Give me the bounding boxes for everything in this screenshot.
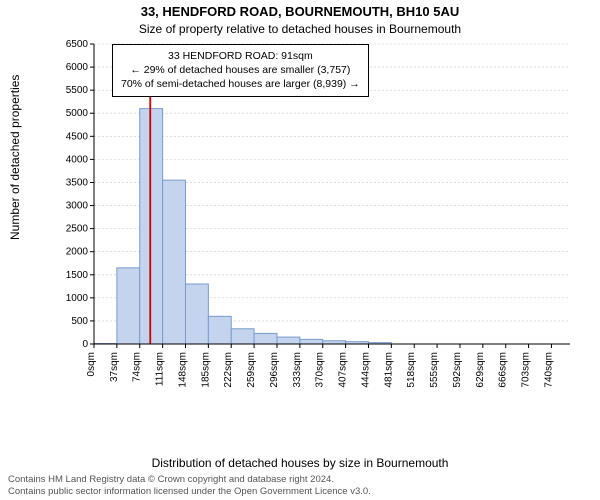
ytick-label: 3000 — [66, 201, 89, 212]
xtick-label: 740sqm — [543, 352, 554, 388]
xtick-label: 222sqm — [223, 352, 234, 388]
y-axis-label: Number of detached properties — [8, 75, 22, 240]
attribution-line-1: Contains HM Land Registry data © Crown c… — [8, 474, 592, 486]
xtick-label: 666sqm — [498, 352, 509, 388]
histogram-bar — [254, 333, 277, 344]
xtick-label: 370sqm — [315, 352, 326, 388]
ytick-label: 2000 — [66, 247, 89, 258]
histogram-bar — [208, 316, 231, 344]
xtick-label: 555sqm — [429, 352, 440, 388]
xtick-label: 703sqm — [521, 352, 532, 388]
xtick-label: 333sqm — [292, 352, 303, 388]
ytick-label: 4500 — [66, 131, 89, 142]
xtick-label: 0sqm — [86, 352, 97, 376]
ytick-label: 1000 — [66, 293, 89, 304]
xtick-label: 111sqm — [155, 352, 166, 386]
xtick-label: 481sqm — [383, 352, 394, 388]
attribution: Contains HM Land Registry data © Crown c… — [8, 474, 592, 498]
annotation-box: 33 HENDFORD ROAD: 91sqm ← 29% of detache… — [112, 44, 369, 97]
xtick-label: 629sqm — [475, 352, 486, 388]
histogram-bar — [231, 329, 254, 344]
histogram-bar — [185, 284, 208, 344]
ytick-label: 4000 — [66, 154, 89, 165]
xtick-label: 592sqm — [452, 352, 463, 388]
ytick-label: 6000 — [66, 62, 89, 73]
xtick-label: 444sqm — [360, 352, 371, 388]
title-line-1: 33, HENDFORD ROAD, BOURNEMOUTH, BH10 5AU — [0, 4, 600, 19]
annotation-line-2: ← 29% of detached houses are smaller (3,… — [121, 63, 360, 77]
ytick-label: 1500 — [66, 270, 89, 281]
annotation-line-3: 70% of semi-detached houses are larger (… — [121, 77, 360, 91]
xtick-label: 37sqm — [109, 352, 120, 382]
chart-container: 33, HENDFORD ROAD, BOURNEMOUTH, BH10 5AU… — [0, 0, 600, 500]
xtick-label: 296sqm — [269, 352, 280, 388]
ytick-label: 3500 — [66, 177, 89, 188]
xtick-label: 259sqm — [246, 352, 257, 388]
ytick-label: 2500 — [66, 224, 89, 235]
xtick-label: 74sqm — [132, 352, 143, 382]
xtick-label: 407sqm — [338, 352, 349, 388]
xtick-label: 185sqm — [200, 352, 211, 388]
annotation-line-1: 33 HENDFORD ROAD: 91sqm — [121, 49, 360, 63]
attribution-line-2: Contains public sector information licen… — [8, 486, 592, 498]
title-line-2: Size of property relative to detached ho… — [0, 22, 600, 36]
ytick-label: 5500 — [66, 85, 89, 96]
histogram-bar — [163, 180, 186, 344]
ytick-label: 5000 — [66, 108, 89, 119]
x-axis-label: Distribution of detached houses by size … — [0, 456, 600, 470]
histogram-bar — [117, 268, 140, 344]
xtick-label: 518sqm — [406, 352, 417, 388]
ytick-label: 500 — [71, 316, 88, 327]
ytick-label: 0 — [82, 339, 88, 350]
histogram-bar — [140, 109, 163, 344]
histogram-bar — [300, 339, 323, 344]
ytick-label: 6500 — [66, 40, 89, 50]
histogram-bar — [277, 337, 300, 344]
xtick-label: 148sqm — [177, 352, 188, 388]
